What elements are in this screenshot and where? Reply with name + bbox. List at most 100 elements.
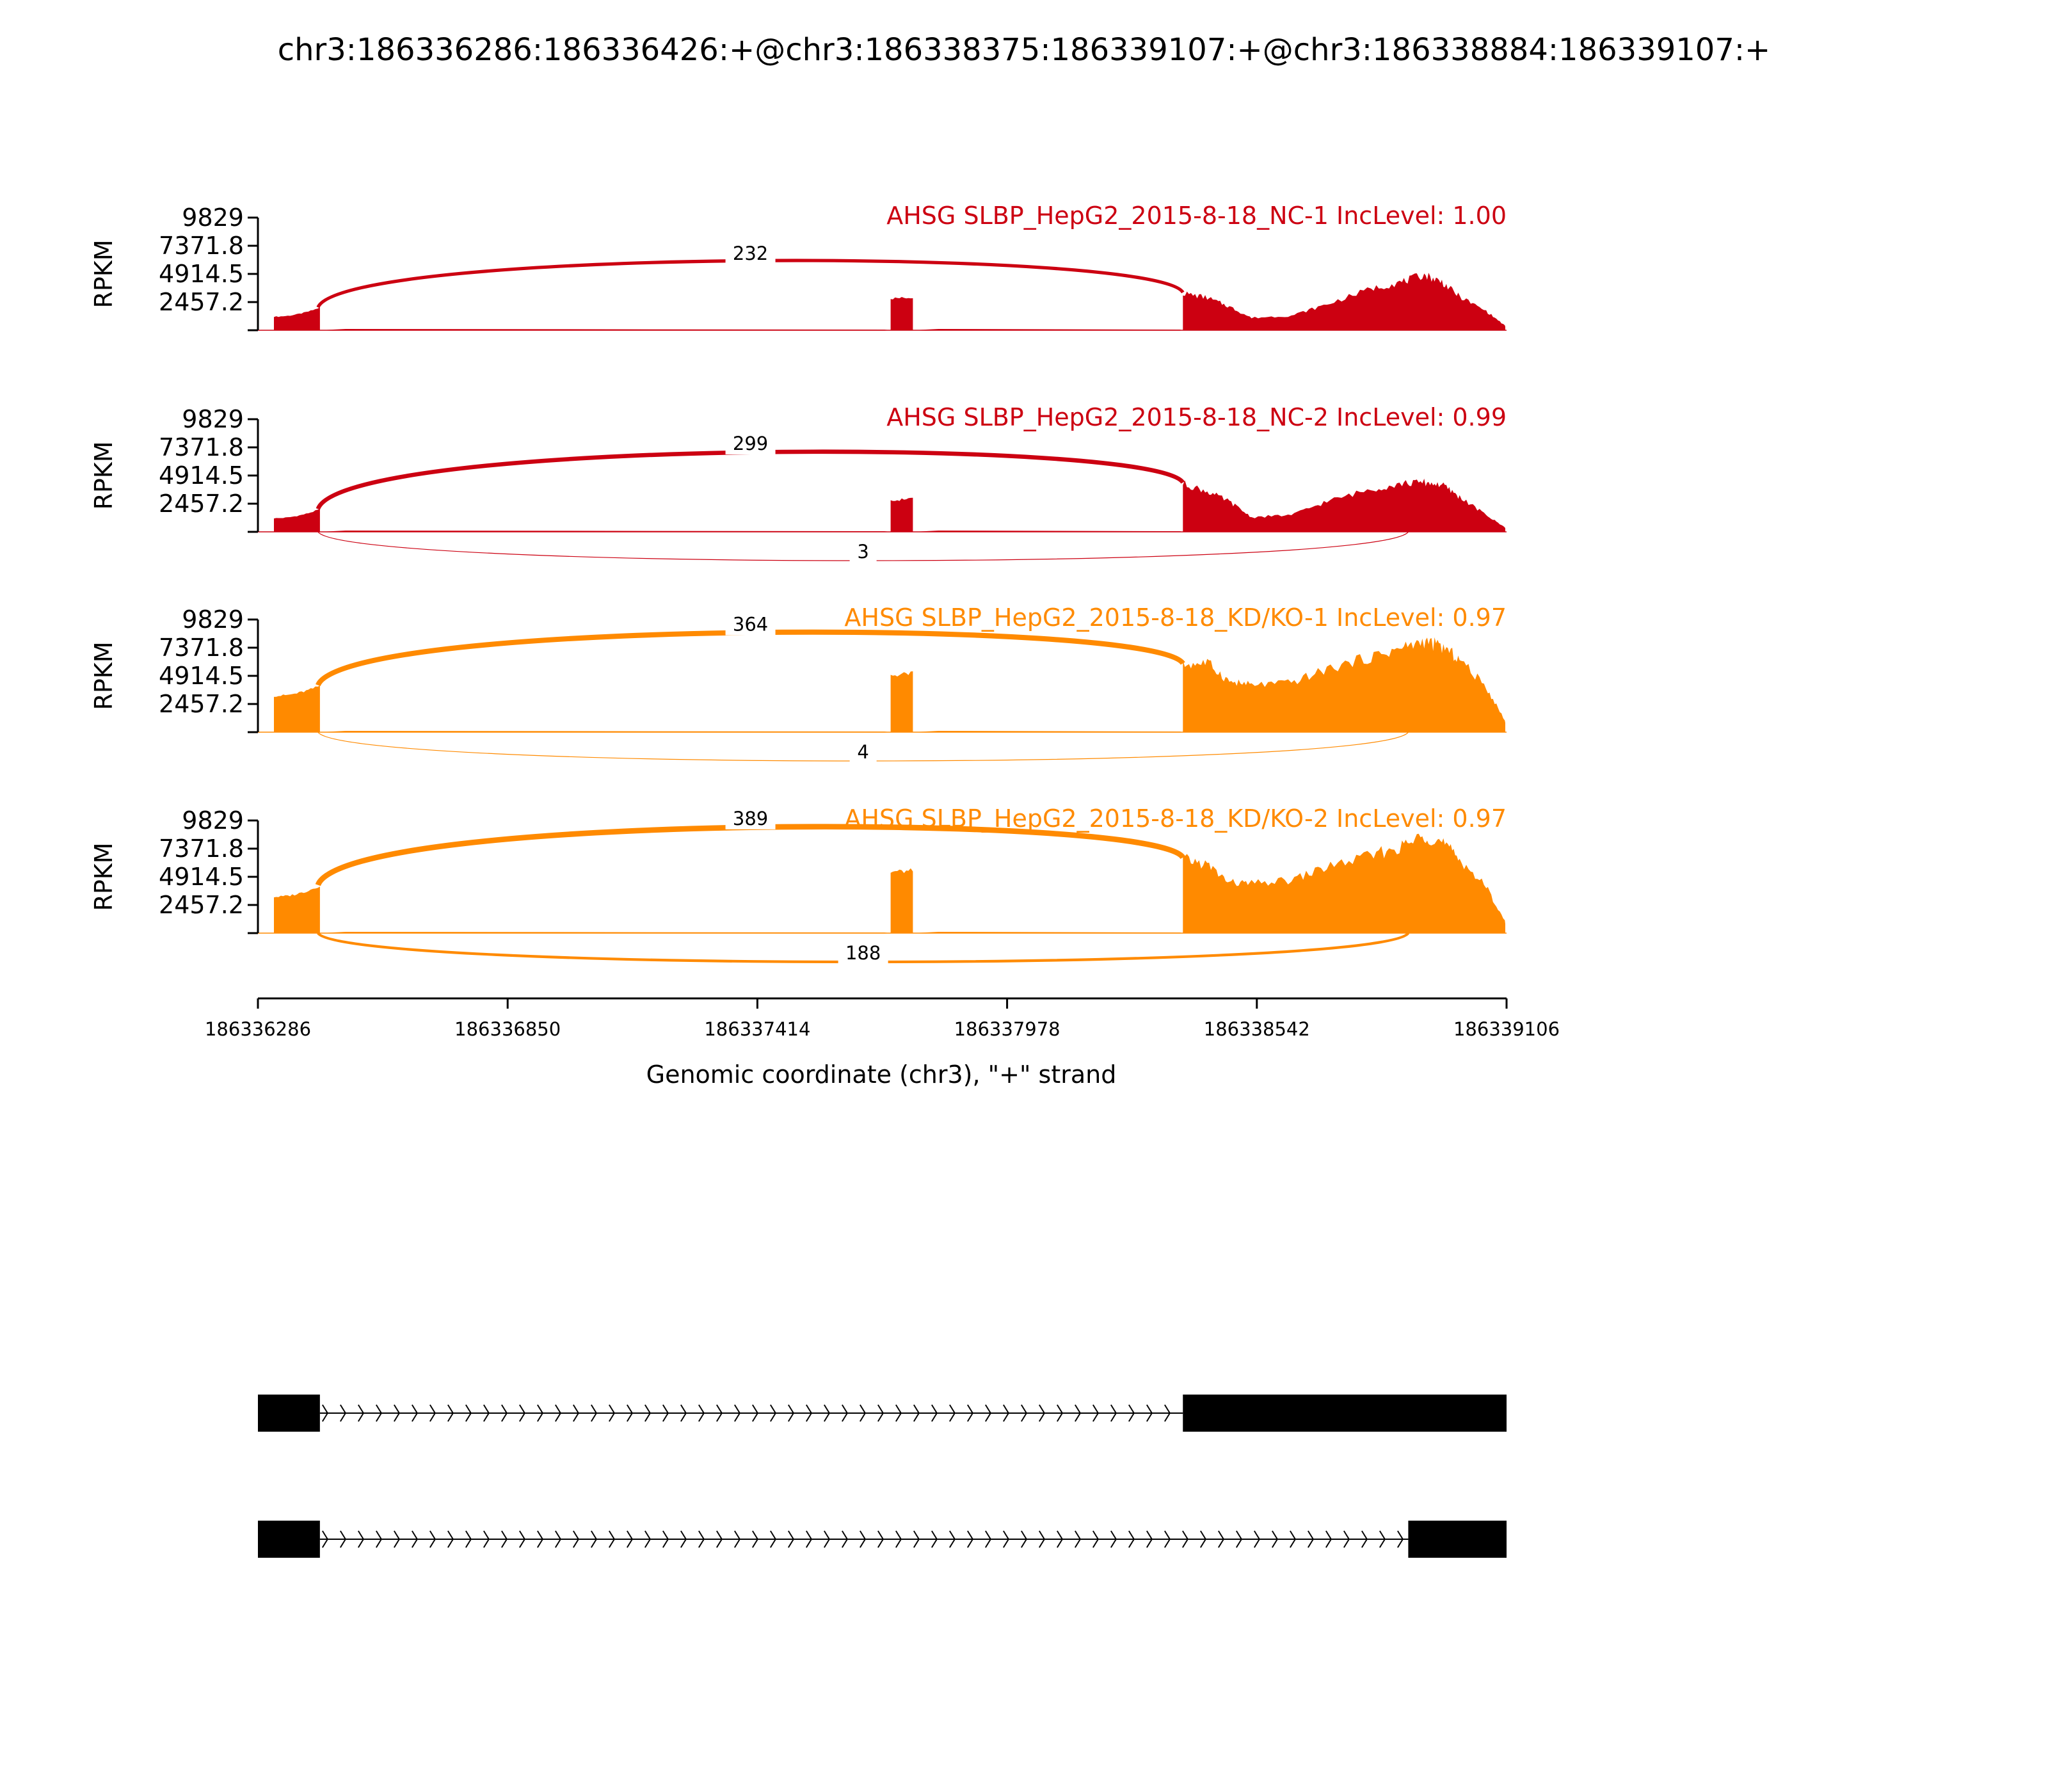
strand-arrow [1092, 1404, 1100, 1422]
x-axis: 186336286 186336850 186337414 186337978 1863… [205, 997, 1560, 1040]
strand-arrow [1164, 1530, 1171, 1548]
strand-arrow [949, 1530, 956, 1548]
junction-label: 3 [857, 541, 868, 563]
strand-arrow [662, 1530, 669, 1548]
strand-arrow [519, 1404, 526, 1422]
strand-arrow [644, 1530, 652, 1548]
strand-arrow [716, 1404, 723, 1422]
strand-arrow [573, 1404, 580, 1422]
y-tick-label: 4914.5 [159, 260, 244, 288]
strand-arrow [1308, 1530, 1315, 1548]
strand-arrow [824, 1404, 831, 1422]
y-axis-label: RPKM [90, 239, 118, 308]
chart-title: chr3:186336286:186336426:+@chr3:18633837… [278, 32, 1771, 68]
strand-arrow [842, 1404, 849, 1422]
strand-arrow [465, 1404, 472, 1422]
strand-arrow [1290, 1530, 1297, 1548]
exon-block [1183, 1395, 1507, 1432]
y-tick-label: 7371.8 [159, 634, 244, 662]
strand-arrow [376, 1404, 383, 1422]
exon-block [1408, 1521, 1507, 1558]
junction-label: 4 [857, 741, 868, 763]
y-tick-label: 9829 [182, 806, 244, 835]
y-tick-label: 7371.8 [159, 232, 244, 260]
y-axis-label: RPKM [90, 441, 118, 509]
junction-label-bg [849, 741, 877, 763]
strand-arrow [931, 1404, 938, 1422]
strand-arrow [752, 1530, 759, 1548]
sample-label: AHSG SLBP_HepG2_2015-8-18_NC-1 IncLevel:… [886, 202, 1507, 230]
strand-arrow [860, 1530, 867, 1548]
strand-arrow [1128, 1404, 1135, 1422]
strand-arrow [1003, 1530, 1010, 1548]
strand-arrow [877, 1530, 884, 1548]
exon-block [258, 1521, 320, 1558]
strand-arrow [483, 1530, 490, 1548]
junction-label-bg [725, 613, 776, 636]
strand-arrow [985, 1404, 992, 1422]
strand-arrow [1110, 1530, 1117, 1548]
strand-arrow [1039, 1404, 1046, 1422]
strand-arrow [394, 1404, 401, 1422]
strand-arrow [358, 1404, 365, 1422]
strand-arrow [412, 1404, 419, 1422]
isoform-2 [258, 1521, 1507, 1558]
strand-arrow [806, 1530, 813, 1548]
strand-arrow [895, 1404, 902, 1422]
junction-label: 188 [845, 942, 881, 964]
y-tick-label: 9829 [182, 405, 244, 433]
isoform-1 [258, 1395, 1507, 1432]
strand-arrow [1057, 1404, 1064, 1422]
junction-label-bg [725, 807, 776, 829]
strand-arrow [555, 1530, 562, 1548]
strand-arrow [842, 1530, 849, 1548]
strand-arrow [447, 1530, 454, 1548]
strand-arrow [1146, 1404, 1153, 1422]
strand-arrow [1021, 1530, 1028, 1548]
y-tick-label: 7371.8 [159, 835, 244, 863]
x-axis-label: Genomic coordinate (chr3), "+" strand [646, 1060, 1117, 1089]
strand-arrow [680, 1404, 687, 1422]
strand-arrow [609, 1404, 616, 1422]
strand-arrow [1039, 1530, 1046, 1548]
coverage-area [274, 273, 1505, 330]
y-tick-label: 2457.2 [159, 490, 244, 518]
strand-arrow [412, 1530, 419, 1548]
strand-arrow [429, 1404, 436, 1422]
junction-label-bg [725, 242, 776, 264]
strand-arrow [967, 1404, 974, 1422]
strand-arrow [734, 1530, 741, 1548]
strand-arrow [1057, 1530, 1064, 1548]
strand-arrow [931, 1530, 938, 1548]
strand-arrow [752, 1404, 759, 1422]
exon-block [258, 1395, 320, 1432]
strand-arrow [949, 1404, 956, 1422]
strand-arrow [788, 1404, 795, 1422]
y-tick-label: 7371.8 [159, 433, 244, 461]
junction-label: 364 [733, 614, 768, 636]
strand-arrow [967, 1530, 974, 1548]
y-tick-label: 4914.5 [159, 662, 244, 690]
strand-arrow [1075, 1404, 1082, 1422]
strand-arrow [662, 1404, 669, 1422]
strand-arrow [573, 1530, 580, 1548]
strand-arrow [1361, 1530, 1368, 1548]
sample-label: AHSG SLBP_HepG2_2015-8-18_KD/KO-1 IncLev… [844, 604, 1507, 632]
strand-arrow [824, 1530, 831, 1548]
strand-arrow [627, 1530, 634, 1548]
junction-arc [315, 824, 1185, 886]
junction-label: 232 [733, 243, 768, 264]
strand-arrow [698, 1530, 705, 1548]
y-tick-label: 9829 [182, 605, 244, 634]
strand-arrow [627, 1404, 634, 1422]
strand-arrow [340, 1404, 347, 1422]
strand-arrow [877, 1404, 884, 1422]
strand-arrow [1236, 1530, 1243, 1548]
y-tick-label: 4914.5 [159, 461, 244, 490]
strand-arrow [537, 1530, 544, 1548]
strand-arrow [376, 1530, 383, 1548]
